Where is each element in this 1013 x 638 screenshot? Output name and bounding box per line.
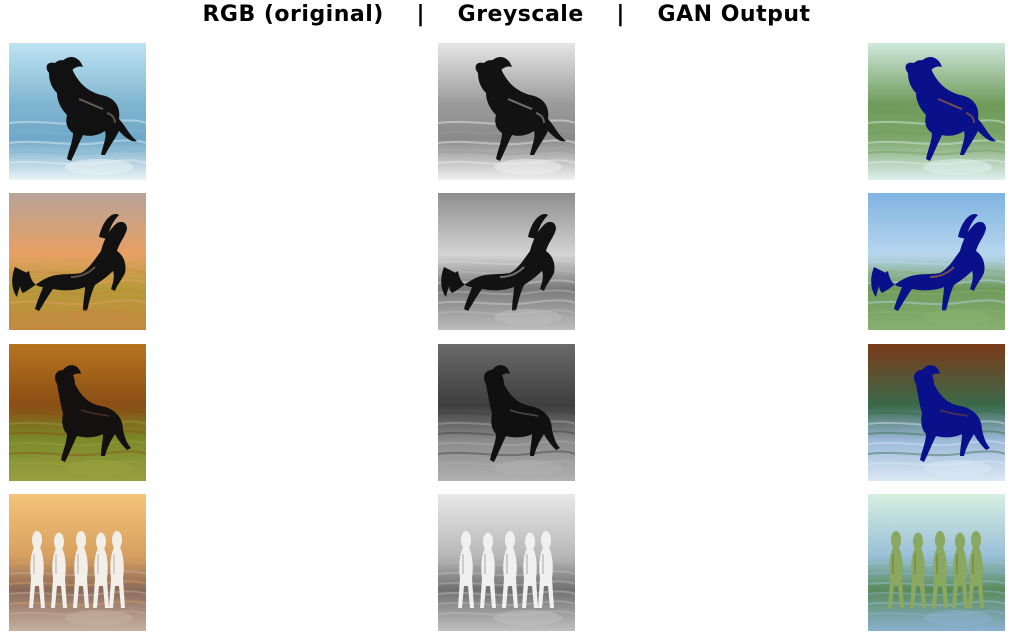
greyscale-image-row-3	[438, 344, 575, 481]
gan-output-image-row-3	[868, 344, 1005, 481]
gan-output-image-row-1	[868, 43, 1005, 180]
gan-output-image-row-2	[868, 193, 1005, 330]
greyscale-image-row-2	[438, 193, 575, 330]
gan-output-image-row-4	[868, 494, 1005, 631]
rgb-original-image-row-1	[9, 43, 146, 180]
rgb-original-image-row-2	[9, 193, 146, 330]
rgb-original-image-row-4	[9, 494, 146, 631]
figure-title: RGB (original) | Greyscale | GAN Output	[0, 2, 1013, 27]
greyscale-image-row-1	[438, 43, 575, 180]
rgb-original-image-row-3	[9, 344, 146, 481]
greyscale-image-row-4	[438, 494, 575, 631]
